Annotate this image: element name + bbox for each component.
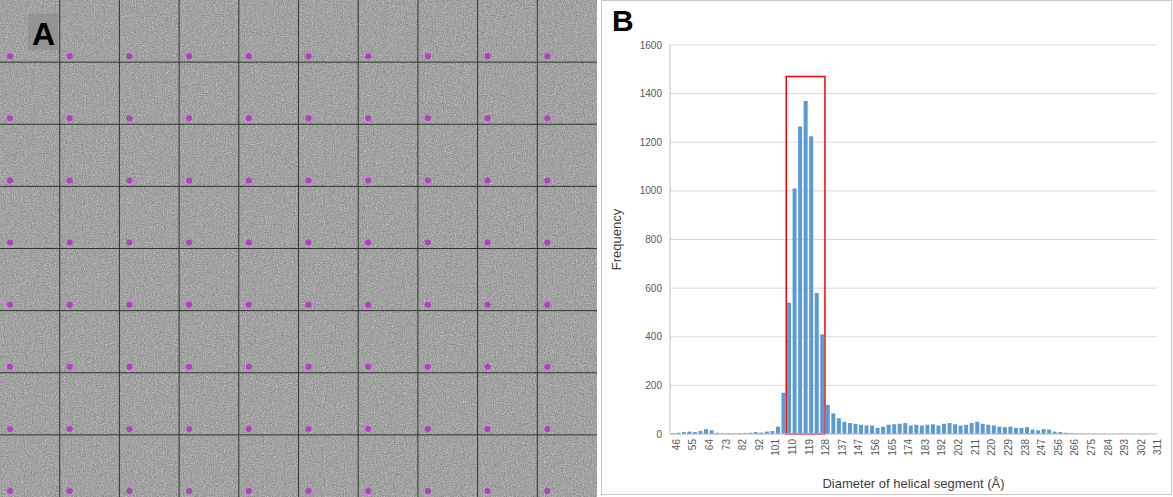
svg-text:200: 200 [645,380,662,391]
svg-text:256: 256 [1053,439,1064,456]
svg-text:1200: 1200 [640,137,663,148]
svg-text:Frequency: Frequency [609,208,624,270]
svg-text:110: 110 [787,439,798,455]
svg-text:55: 55 [687,439,698,451]
svg-text:1400: 1400 [640,88,663,99]
svg-text:238: 238 [1020,439,1031,456]
svg-text:0: 0 [656,429,662,440]
svg-text:147: 147 [853,439,864,456]
svg-text:211: 211 [970,439,981,455]
svg-text:275: 275 [1086,439,1097,456]
html-text:B: B [612,4,634,37]
svg-text:302: 302 [1136,439,1147,456]
svg-text:119: 119 [804,439,815,455]
svg-text:293: 293 [1119,439,1130,456]
svg-text:101: 101 [770,439,781,456]
svg-text:165: 165 [887,439,898,456]
svg-text:1000: 1000 [640,185,663,196]
svg-text:A: A [32,16,55,52]
svg-text:311: 311 [1152,439,1163,455]
svg-text:600: 600 [645,283,662,294]
svg-text:202: 202 [953,439,964,456]
svg-text:92: 92 [754,439,765,451]
svg-text:Diameter of helical segment (Å: Diameter of helical segment (Å) [822,476,1004,491]
svg-text:247: 247 [1036,439,1047,456]
svg-text:192: 192 [937,439,948,456]
svg-text:156: 156 [870,439,881,456]
svg-text:284: 284 [1103,439,1114,456]
svg-text:174: 174 [903,439,914,456]
svg-text:1600: 1600 [640,40,663,51]
svg-text:800: 800 [645,234,662,245]
svg-text:266: 266 [1069,439,1080,456]
svg-text:73: 73 [721,439,732,451]
svg-text:128: 128 [820,439,831,456]
svg-text:46: 46 [671,439,682,451]
svg-text:400: 400 [645,331,662,342]
svg-text:137: 137 [837,439,848,456]
svg-text:183: 183 [920,439,931,456]
svg-text:220: 220 [986,439,997,456]
svg-text:64: 64 [704,439,715,451]
svg-text:82: 82 [737,439,748,451]
svg-text:229: 229 [1003,439,1014,456]
